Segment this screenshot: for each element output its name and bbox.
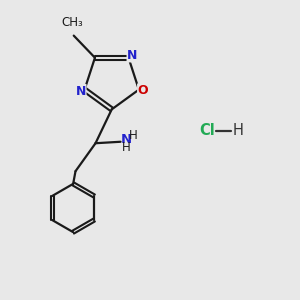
Text: H: H — [128, 129, 137, 142]
Text: H: H — [122, 141, 130, 154]
Text: N: N — [76, 85, 86, 98]
Text: H: H — [233, 123, 244, 138]
Text: CH₃: CH₃ — [61, 16, 83, 29]
Text: Cl: Cl — [200, 123, 215, 138]
Text: N: N — [120, 133, 131, 146]
Text: N: N — [127, 49, 137, 62]
Text: O: O — [138, 84, 148, 97]
